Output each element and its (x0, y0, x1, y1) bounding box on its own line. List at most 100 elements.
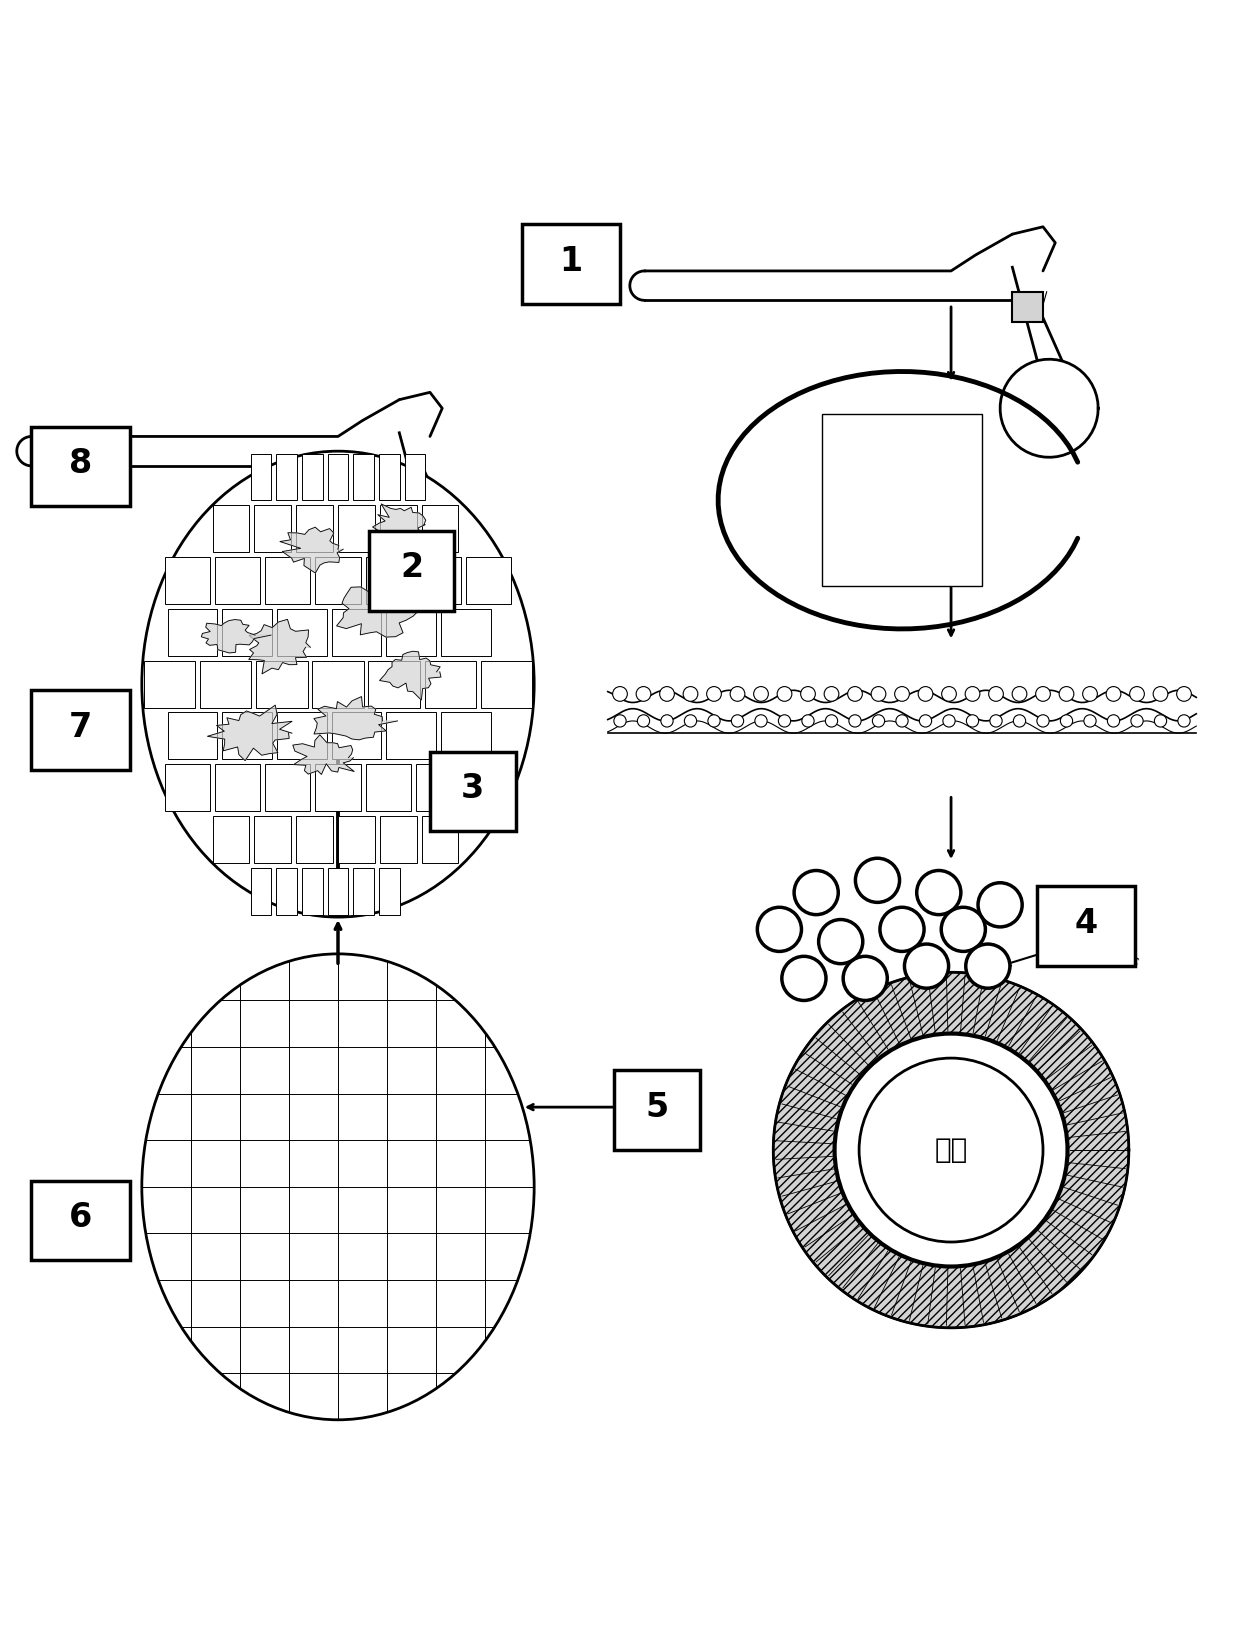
Circle shape (916, 870, 961, 914)
Polygon shape (314, 696, 398, 740)
Bar (339, 816, 374, 863)
Bar (167, 609, 217, 655)
Circle shape (801, 686, 816, 701)
Polygon shape (201, 619, 272, 654)
Circle shape (1177, 686, 1192, 701)
Bar (430, 752, 516, 830)
Bar (422, 506, 459, 552)
Bar (1012, 292, 1043, 323)
Bar (822, 414, 982, 586)
Polygon shape (293, 735, 355, 775)
Bar (165, 765, 210, 811)
Bar (379, 816, 417, 863)
Bar (522, 224, 620, 305)
Bar (277, 713, 326, 760)
Polygon shape (372, 505, 425, 547)
Text: 7: 7 (69, 711, 92, 744)
Circle shape (754, 686, 769, 701)
Polygon shape (249, 619, 310, 673)
Circle shape (1013, 714, 1025, 727)
Circle shape (843, 957, 888, 1001)
Circle shape (942, 714, 955, 727)
Bar (415, 557, 461, 604)
Bar (424, 660, 476, 708)
Circle shape (941, 686, 956, 701)
Circle shape (919, 714, 931, 727)
Circle shape (918, 686, 932, 701)
Circle shape (1154, 714, 1167, 727)
Circle shape (859, 1058, 1043, 1242)
Circle shape (1178, 714, 1190, 727)
Bar (404, 454, 425, 501)
Circle shape (707, 686, 722, 701)
Circle shape (755, 714, 768, 727)
Bar (366, 765, 410, 811)
Bar (31, 1181, 129, 1260)
Bar (265, 557, 310, 604)
Circle shape (661, 714, 673, 727)
Circle shape (895, 714, 908, 727)
Bar (353, 868, 374, 914)
Circle shape (782, 957, 826, 1001)
Circle shape (777, 686, 792, 701)
Polygon shape (336, 586, 424, 637)
Bar (254, 506, 291, 552)
Text: AgNPs: AgNPs (1092, 937, 1142, 971)
Circle shape (818, 919, 863, 963)
Text: 4: 4 (1074, 907, 1097, 940)
Bar (386, 713, 436, 760)
Circle shape (873, 714, 884, 727)
Circle shape (978, 883, 1022, 927)
Bar (212, 816, 249, 863)
Circle shape (826, 714, 838, 727)
Bar (277, 454, 298, 501)
Bar (339, 506, 374, 552)
Bar (379, 454, 399, 501)
Circle shape (684, 714, 697, 727)
Circle shape (990, 714, 1002, 727)
Bar (265, 765, 310, 811)
Bar (614, 1070, 699, 1150)
Bar (466, 765, 511, 811)
Circle shape (683, 686, 698, 701)
Bar (466, 557, 511, 604)
Bar (257, 660, 308, 708)
Circle shape (988, 686, 1003, 701)
Bar (301, 868, 322, 914)
Bar (415, 765, 461, 811)
Text: 8: 8 (69, 447, 92, 480)
Bar (215, 557, 260, 604)
Bar (1037, 886, 1135, 966)
Bar (250, 868, 272, 914)
Circle shape (849, 714, 861, 727)
Bar (296, 816, 334, 863)
Bar (368, 660, 419, 708)
Ellipse shape (141, 450, 534, 917)
Bar (250, 454, 272, 501)
Circle shape (1084, 714, 1096, 727)
Bar (215, 765, 260, 811)
Circle shape (965, 686, 980, 701)
Polygon shape (379, 652, 441, 699)
Circle shape (966, 714, 978, 727)
Bar (31, 690, 129, 770)
Circle shape (1060, 714, 1073, 727)
Bar (331, 609, 381, 655)
Circle shape (758, 907, 801, 952)
Bar (379, 506, 417, 552)
Circle shape (779, 714, 791, 727)
Circle shape (880, 907, 924, 952)
Circle shape (835, 1034, 1068, 1266)
Circle shape (1012, 686, 1027, 701)
Bar (368, 531, 455, 611)
Bar (315, 765, 361, 811)
Bar (379, 868, 399, 914)
Circle shape (872, 686, 885, 701)
Polygon shape (207, 704, 293, 760)
Circle shape (1037, 714, 1049, 727)
Bar (296, 506, 334, 552)
Circle shape (904, 943, 949, 988)
Circle shape (636, 686, 651, 701)
Circle shape (966, 943, 1009, 988)
Circle shape (802, 714, 815, 727)
